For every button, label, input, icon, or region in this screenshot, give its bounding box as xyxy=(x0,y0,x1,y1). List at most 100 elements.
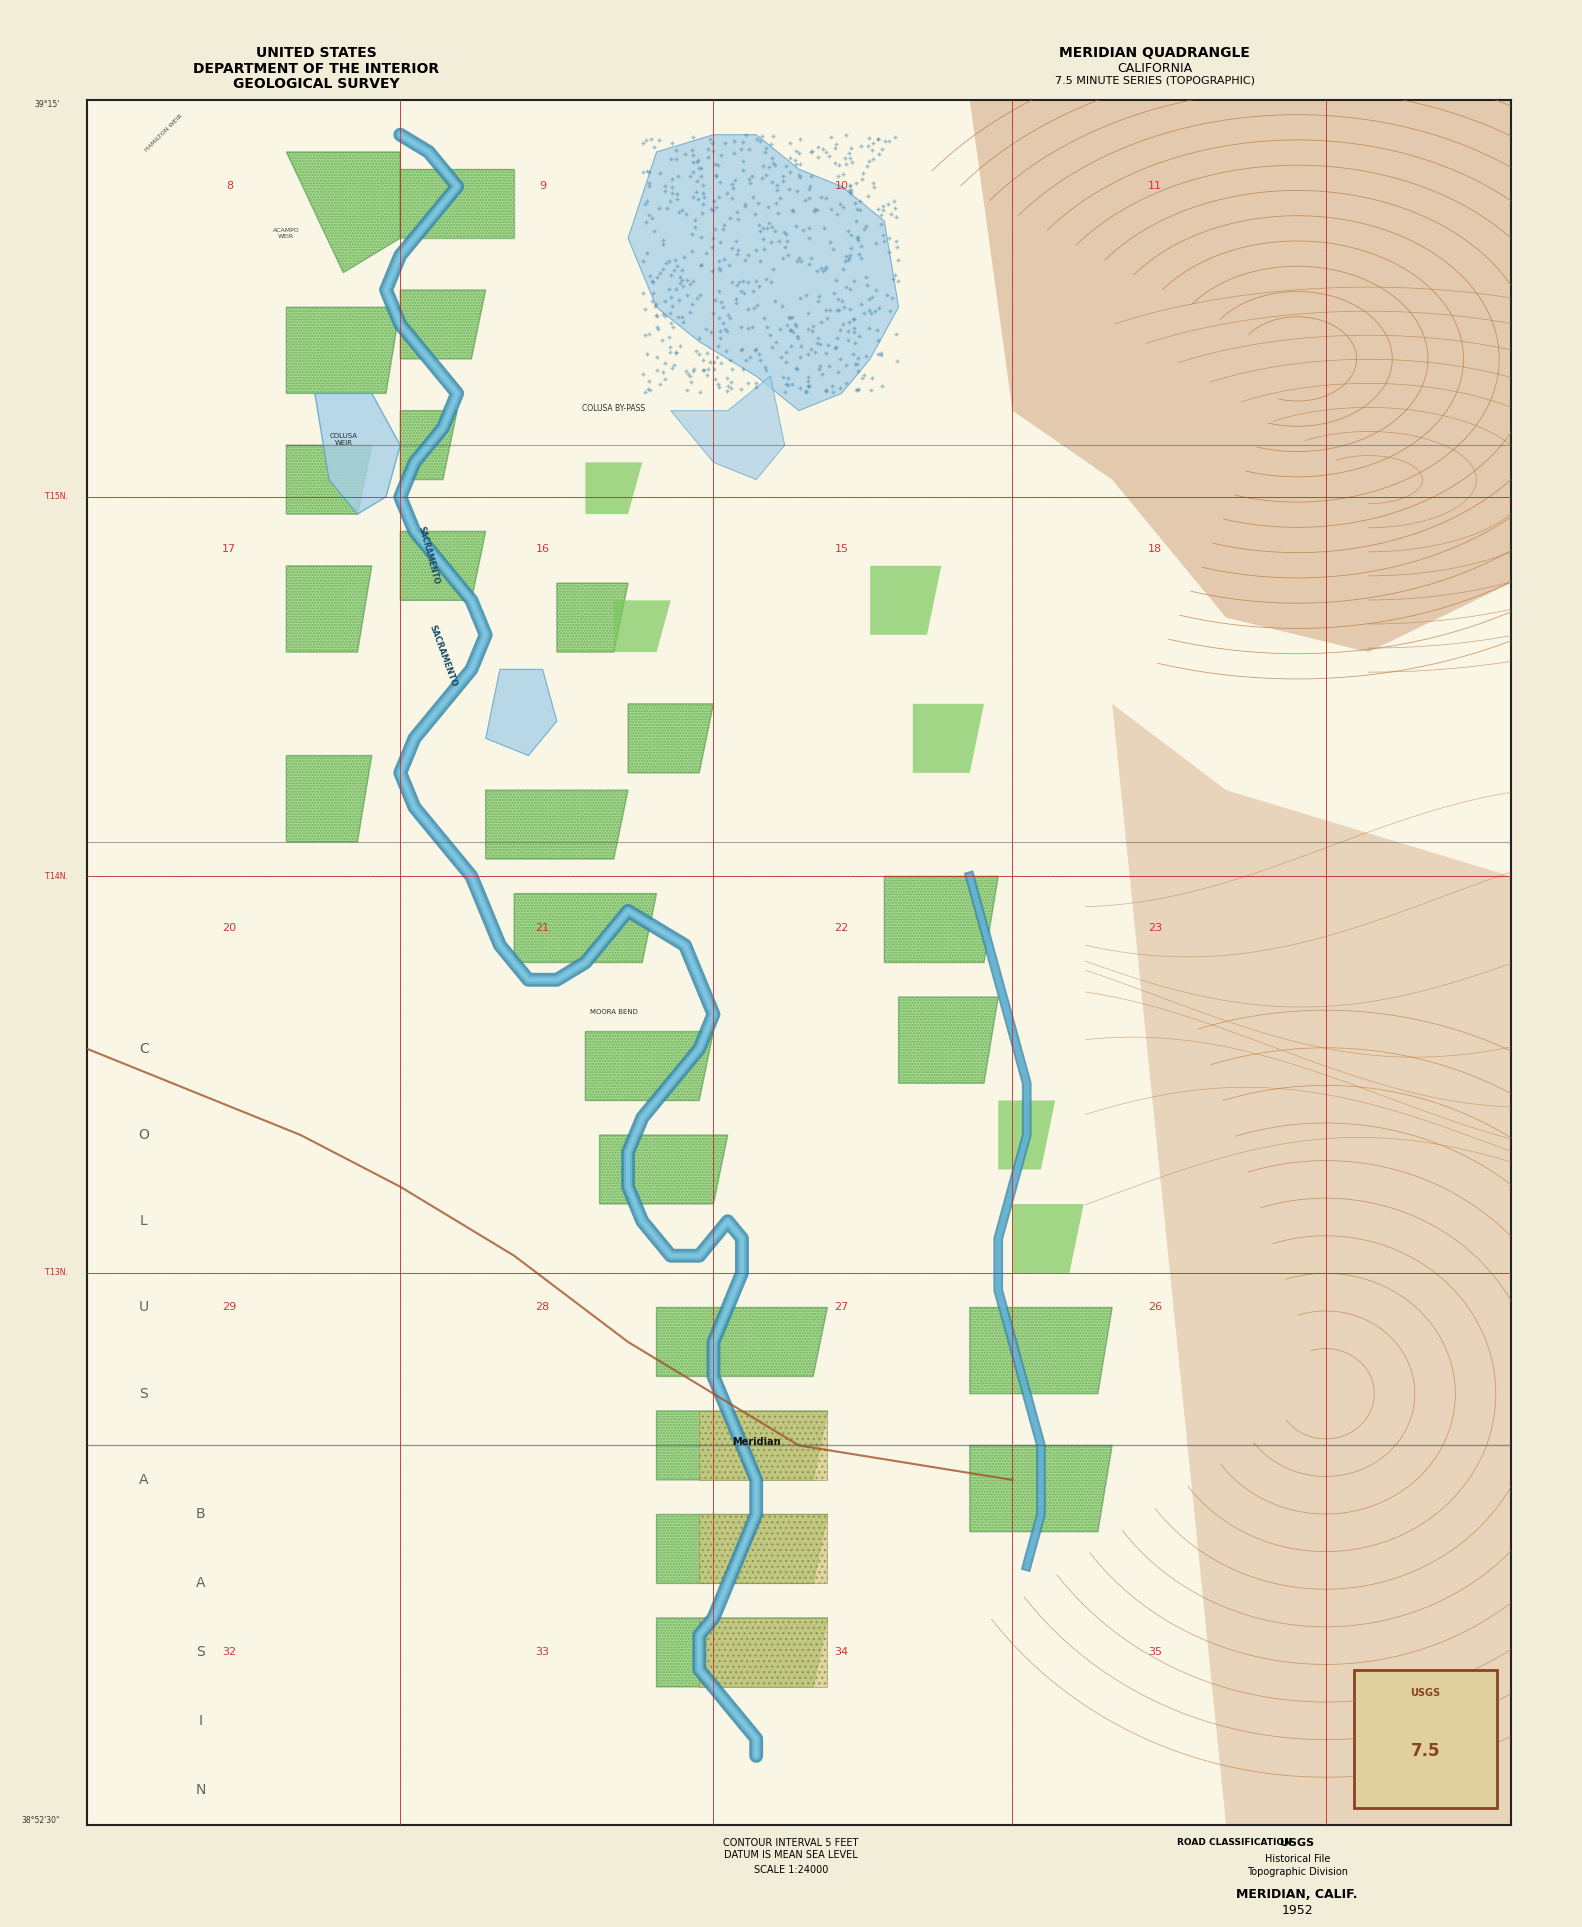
Text: MERIDIAN QUADRANGLE: MERIDIAN QUADRANGLE xyxy=(1060,46,1250,60)
Text: 18: 18 xyxy=(1149,543,1161,553)
Polygon shape xyxy=(699,1411,827,1480)
Text: S: S xyxy=(196,1646,206,1659)
Polygon shape xyxy=(657,1308,827,1376)
Text: U: U xyxy=(139,1301,149,1314)
Text: MOORA BEND: MOORA BEND xyxy=(590,1010,638,1016)
Polygon shape xyxy=(600,1135,728,1204)
Polygon shape xyxy=(400,170,514,239)
Polygon shape xyxy=(486,669,557,755)
Text: 11: 11 xyxy=(1149,181,1161,191)
Text: USGS: USGS xyxy=(1410,1688,1441,1698)
Text: SCALE 1:24000: SCALE 1:24000 xyxy=(753,1865,829,1875)
Text: L: L xyxy=(141,1214,147,1227)
Text: 34: 34 xyxy=(835,1648,848,1657)
Text: USGS: USGS xyxy=(1280,1838,1315,1848)
Text: 26: 26 xyxy=(1149,1303,1161,1312)
Text: 7.5: 7.5 xyxy=(1411,1742,1440,1759)
Polygon shape xyxy=(657,1515,827,1584)
Text: S: S xyxy=(139,1387,149,1401)
Polygon shape xyxy=(870,567,941,634)
Text: HAMILTON WEIR: HAMILTON WEIR xyxy=(144,114,184,152)
Polygon shape xyxy=(699,1515,827,1584)
Text: 22: 22 xyxy=(834,923,850,933)
Text: 32: 32 xyxy=(223,1648,236,1657)
Polygon shape xyxy=(657,1619,827,1686)
Text: GEOLOGICAL SURVEY: GEOLOGICAL SURVEY xyxy=(233,77,400,91)
Text: B: B xyxy=(196,1507,206,1522)
Text: 8: 8 xyxy=(226,181,233,191)
Text: 10: 10 xyxy=(835,181,848,191)
Text: 27: 27 xyxy=(834,1303,850,1312)
Polygon shape xyxy=(400,289,486,358)
Polygon shape xyxy=(970,1308,1112,1393)
Polygon shape xyxy=(1012,1204,1084,1274)
Text: T.15N.: T.15N. xyxy=(46,493,70,501)
Polygon shape xyxy=(557,584,628,651)
Text: COLUSA
WEIR: COLUSA WEIR xyxy=(329,434,358,447)
Polygon shape xyxy=(1112,703,1511,1825)
Polygon shape xyxy=(286,152,400,274)
Polygon shape xyxy=(286,445,372,515)
Text: 20: 20 xyxy=(223,923,236,933)
Polygon shape xyxy=(400,410,457,480)
Text: N: N xyxy=(196,1782,206,1798)
Text: A: A xyxy=(139,1472,149,1488)
Text: 33: 33 xyxy=(536,1648,549,1657)
Polygon shape xyxy=(884,877,998,964)
Polygon shape xyxy=(585,1031,713,1100)
Text: Historical File: Historical File xyxy=(1264,1854,1330,1863)
Polygon shape xyxy=(628,703,713,773)
Text: Meridian: Meridian xyxy=(732,1438,780,1447)
Text: CONTOUR INTERVAL 5 FEET: CONTOUR INTERVAL 5 FEET xyxy=(723,1838,859,1848)
Polygon shape xyxy=(286,755,372,842)
Text: 39°15': 39°15' xyxy=(35,100,60,110)
Polygon shape xyxy=(998,1100,1055,1170)
Text: 21: 21 xyxy=(536,923,549,933)
Polygon shape xyxy=(585,462,642,515)
Text: 7.5 MINUTE SERIES (TOPOGRAPHIC): 7.5 MINUTE SERIES (TOPOGRAPHIC) xyxy=(1055,75,1255,85)
Text: COLUSA BY-PASS: COLUSA BY-PASS xyxy=(582,403,645,412)
Text: CALIFORNIA: CALIFORNIA xyxy=(1117,62,1193,75)
Polygon shape xyxy=(286,567,372,651)
Polygon shape xyxy=(699,1619,827,1686)
FancyBboxPatch shape xyxy=(1354,1669,1497,1808)
Text: 29: 29 xyxy=(221,1303,237,1312)
Polygon shape xyxy=(628,135,899,410)
Polygon shape xyxy=(614,601,671,651)
Polygon shape xyxy=(400,532,486,601)
Text: 17: 17 xyxy=(223,543,236,553)
Text: 9: 9 xyxy=(539,181,546,191)
Text: MERIDIAN, CALIF.: MERIDIAN, CALIF. xyxy=(1237,1888,1357,1902)
Text: SACRAMENTO: SACRAMENTO xyxy=(416,524,441,586)
Text: DEPARTMENT OF THE INTERIOR: DEPARTMENT OF THE INTERIOR xyxy=(193,62,440,75)
Text: T.13N.: T.13N. xyxy=(46,1268,70,1278)
Polygon shape xyxy=(657,1411,827,1480)
Text: ACAMPO
WEIR: ACAMPO WEIR xyxy=(274,229,299,239)
Text: 35: 35 xyxy=(1149,1648,1161,1657)
Polygon shape xyxy=(671,376,785,480)
Text: 28: 28 xyxy=(535,1303,551,1312)
Text: A: A xyxy=(196,1576,206,1590)
Text: DATUM IS MEAN SEA LEVEL: DATUM IS MEAN SEA LEVEL xyxy=(725,1850,857,1860)
Text: 1952: 1952 xyxy=(1281,1904,1313,1917)
Text: T.14N.: T.14N. xyxy=(46,871,70,881)
Text: Topographic Division: Topographic Division xyxy=(1247,1867,1348,1877)
Text: 38°52'30": 38°52'30" xyxy=(22,1815,60,1825)
Polygon shape xyxy=(486,790,628,859)
Polygon shape xyxy=(913,703,984,773)
Text: O: O xyxy=(139,1127,149,1143)
Polygon shape xyxy=(970,100,1511,651)
Text: 23: 23 xyxy=(1149,923,1161,933)
Text: ROAD CLASSIFICATION: ROAD CLASSIFICATION xyxy=(1177,1838,1291,1848)
Text: 16: 16 xyxy=(536,543,549,553)
Polygon shape xyxy=(899,996,998,1083)
Text: I: I xyxy=(199,1715,202,1729)
Polygon shape xyxy=(514,894,657,964)
Text: UNITED STATES: UNITED STATES xyxy=(256,46,377,60)
Text: SACRAMENTO: SACRAMENTO xyxy=(427,624,459,688)
Polygon shape xyxy=(970,1445,1112,1532)
Polygon shape xyxy=(315,393,400,515)
Polygon shape xyxy=(286,306,400,393)
Text: C: C xyxy=(139,1043,149,1056)
Text: 15: 15 xyxy=(835,543,848,553)
